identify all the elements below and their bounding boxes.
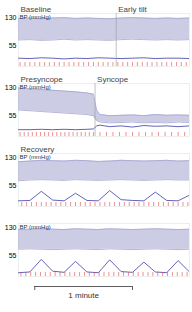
svg-text:55: 55 (9, 252, 17, 259)
svg-text:Syncope: Syncope (97, 75, 129, 84)
svg-text:130: 130 (5, 154, 17, 161)
svg-text:Early tilt: Early tilt (118, 5, 147, 14)
svg-text:BP (mmHg): BP (mmHg) (20, 154, 51, 160)
svg-text:BP (mmHg): BP (mmHg) (20, 84, 51, 90)
svg-text:Recovery: Recovery (21, 145, 55, 154)
svg-text:Presyncope: Presyncope (21, 75, 64, 84)
svg-text:1 minute: 1 minute (68, 291, 99, 300)
svg-text:130: 130 (5, 224, 17, 231)
svg-text:130: 130 (5, 14, 17, 21)
svg-text:BP (mmHg): BP (mmHg) (20, 14, 51, 20)
svg-text:BP (mmHg): BP (mmHg) (20, 224, 51, 230)
svg-text:55: 55 (9, 112, 17, 119)
svg-text:Baseline: Baseline (21, 5, 52, 14)
svg-text:130: 130 (5, 84, 17, 91)
svg-text:55: 55 (9, 42, 17, 49)
svg-text:55: 55 (9, 182, 17, 189)
